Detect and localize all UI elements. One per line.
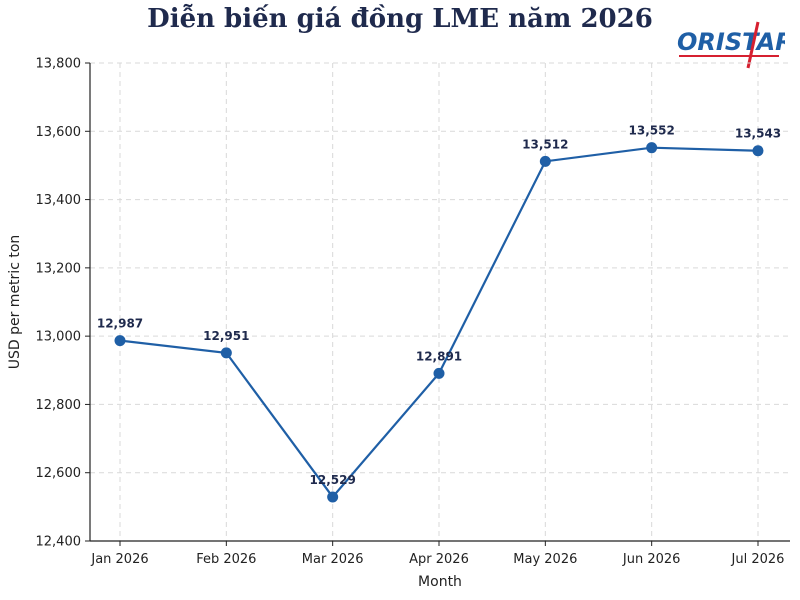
x-tick-label: Apr 2026 [409, 552, 469, 567]
y-tick-label: 12,800 [36, 398, 82, 413]
x-tick-label: Jul 2026 [731, 552, 785, 567]
data-label: 13,512 [522, 137, 568, 151]
x-tick-label: Feb 2026 [196, 552, 256, 567]
data-point [752, 145, 764, 157]
data-label: 13,543 [735, 127, 781, 141]
data-point [539, 155, 551, 167]
x-axis-label: Month [418, 574, 462, 590]
y-axis-label: USD per metric ton [7, 235, 23, 370]
data-label: 12,951 [203, 329, 249, 343]
logo-slash [746, 21, 760, 69]
data-labels: 12,987 12,951 12,529 12,891 13,512 13,552 13,5… [97, 124, 781, 487]
x-tick-labels: Jan 2026 Feb 2026 Mar 2026 Apr 2026 May 2026… [90, 541, 784, 567]
y-tick-label: 13,400 [36, 193, 82, 208]
data-point [114, 335, 126, 347]
data-point [433, 367, 445, 379]
x-tick-label: Mar 2026 [302, 552, 364, 567]
data-points [114, 142, 764, 503]
y-tick-label: 12,600 [36, 466, 82, 481]
axes [89, 63, 790, 542]
data-point [220, 347, 232, 359]
x-tick-label: Jan 2026 [90, 552, 148, 567]
y-tick-label: 13,000 [36, 330, 82, 345]
x-tick-label: May 2026 [513, 552, 577, 567]
chart-title: Diễn biến giá đồng LME năm 2026 [147, 4, 653, 34]
logo-text: ORISTAR [677, 28, 785, 56]
data-label: 12,529 [310, 473, 356, 487]
y-tick-labels: 12,400 12,600 12,800 13,000 13,200 13,400 13,6… [36, 57, 90, 550]
oristar-logo: ORISTAR [677, 21, 785, 69]
data-point [327, 491, 339, 503]
data-point [646, 142, 658, 154]
x-tick-label: Jun 2026 [622, 552, 681, 567]
data-label: 12,891 [416, 349, 462, 363]
y-tick-label: 13,200 [36, 261, 82, 276]
grid-lines [90, 62, 790, 542]
y-tick-label: 12,400 [36, 535, 82, 550]
data-label: 13,552 [629, 124, 675, 138]
y-tick-label: 13,800 [36, 57, 82, 72]
y-tick-label: 13,600 [36, 125, 82, 140]
data-label: 12,987 [97, 317, 143, 331]
